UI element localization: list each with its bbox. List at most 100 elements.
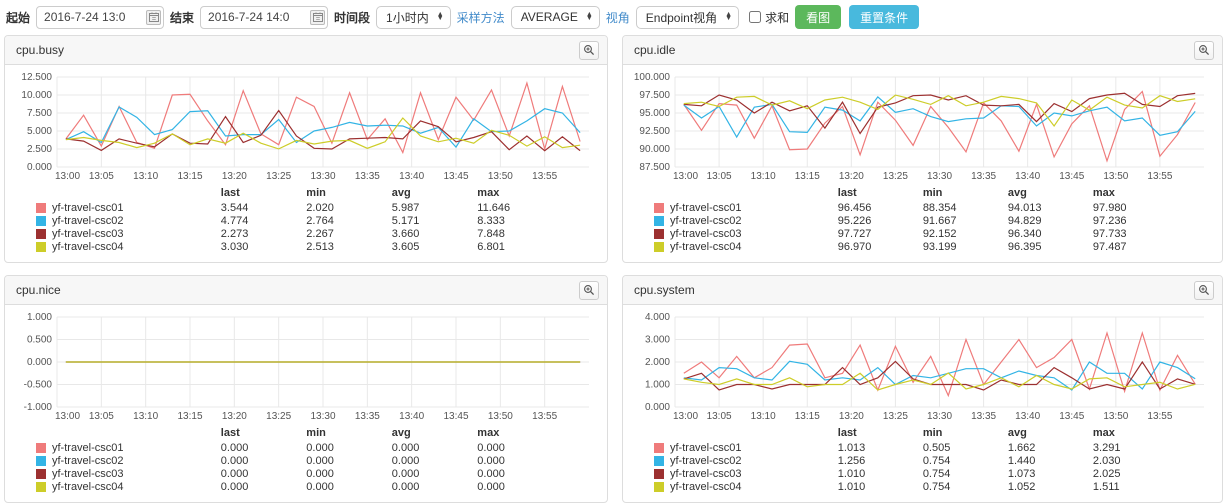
legend-stat-value: 3.544 <box>220 202 249 214</box>
chart-canvas: 0.000 2.500 5.000 7.500 10.000 12.500 13:00 13:… <box>21 72 589 182</box>
start-time-input[interactable] <box>36 5 165 29</box>
legend-stat-value: 3.605 <box>391 241 420 253</box>
legend-stat-value: 97.727 <box>837 228 872 240</box>
x-tick-label: 13:55 <box>1147 411 1172 422</box>
chart-title: cpu.busy <box>16 43 65 57</box>
legend-stat-value: 3.660 <box>391 228 420 240</box>
line-chart: 87.500 90.000 92.500 95.000 97.500 100.000 13:… <box>629 71 1212 183</box>
period-select[interactable]: 1小时内 ▲ ▼ <box>376 5 451 29</box>
legend-stat-value: 96.395 <box>1007 241 1042 253</box>
legend-header: max <box>477 187 500 199</box>
reset-conditions-button[interactable]: 重置条件 <box>849 5 920 29</box>
series-color-swatch <box>654 203 664 213</box>
view-label[interactable]: 视角 <box>605 10 630 25</box>
sum-label: 求和 <box>765 10 790 25</box>
x-tick-label: 13:35 <box>971 171 996 182</box>
legend-stat-value: 0.000 <box>306 468 334 480</box>
calendar-icon[interactable] <box>310 9 326 25</box>
x-tick-label: 13:20 <box>222 411 247 422</box>
legend-stat-value: 2.273 <box>220 228 249 240</box>
y-tick-label: 90.000 <box>639 144 670 155</box>
legend-stat-value: 0.000 <box>477 481 505 493</box>
series-line <box>683 360 1196 391</box>
legend-host-name: yf-travel-csc02 <box>670 215 742 227</box>
chart-title: cpu.nice <box>16 283 61 297</box>
x-tick-label: 13:05 <box>707 411 732 422</box>
panel-header: cpu.nice <box>5 276 607 305</box>
calendar-icon[interactable] <box>146 9 162 25</box>
x-tick-label: 13:35 <box>355 171 380 182</box>
legend-row-host: yf-travel-csc01 <box>27 202 221 214</box>
panel-body: 87.500 90.000 92.500 95.000 97.500 100.000 13:… <box>623 65 1222 253</box>
legend-stat-value: 2.764 <box>306 215 334 227</box>
legend-stat-value: 0.754 <box>922 481 951 493</box>
x-tick-label: 13:10 <box>751 411 776 422</box>
chart-title: cpu.idle <box>634 43 676 57</box>
legend-stat-value: 0.000 <box>306 455 334 467</box>
x-tick-label: 13:10 <box>133 171 158 182</box>
legend-stat-value: 97.733 <box>1092 228 1127 240</box>
sum-checkbox[interactable] <box>749 11 762 23</box>
series-color-swatch <box>654 482 664 492</box>
legend-stat-value: 3.030 <box>220 241 249 253</box>
draw-chart-button[interactable]: 看图 <box>795 5 842 29</box>
x-tick-label: 13:25 <box>883 171 908 182</box>
sampling-select[interactable]: AVERAGE ▲ ▼ <box>510 5 600 29</box>
chart-panel-cpu-nice: cpu.nice -1.000 -0.500 0.000 0.500 1.000 13:0… <box>4 275 608 503</box>
legend-host-name: yf-travel-csc04 <box>670 481 742 493</box>
legend-row-host: yf-travel-csc01 <box>645 202 838 214</box>
chart-legend: last min avg max yf-travel-csc01 1.013 0.505 1.… <box>629 423 1212 493</box>
view-select[interactable]: Endpoint视角 ▲ ▼ <box>635 5 740 29</box>
magnifier-zoom-icon[interactable] <box>579 40 599 60</box>
line-chart: 0.000 1.000 2.000 3.000 4.000 13:00 13:05 13:10… <box>629 311 1212 423</box>
legend-stat-value: 96.456 <box>837 202 872 214</box>
y-tick-label: 92.500 <box>639 126 670 137</box>
panel-body: 0.000 1.000 2.000 3.000 4.000 13:00 13:05 13:10… <box>623 305 1222 493</box>
legend-stat-value: 94.013 <box>1007 202 1042 214</box>
line-chart: 0.000 2.500 5.000 7.500 10.000 12.500 13:00 13:… <box>11 71 597 183</box>
panel-header: cpu.busy <box>5 36 607 65</box>
panel-header: cpu.system <box>623 276 1222 305</box>
magnifier-zoom-icon[interactable] <box>1194 40 1214 60</box>
legend-stat-value: 91.667 <box>922 215 957 227</box>
x-tick-label: 13:40 <box>1015 411 1040 422</box>
start-time-wrap <box>36 5 165 29</box>
chart-panel-cpu-busy: cpu.busy 0.000 2.500 5.000 7.500 10.000 12.50… <box>4 35 608 263</box>
x-tick-label: 13:20 <box>839 411 864 422</box>
end-time-input[interactable] <box>200 5 329 29</box>
series-color-swatch <box>36 482 46 492</box>
x-tick-label: 13:40 <box>399 411 424 422</box>
sampling-select-value: AVERAGE <box>520 10 578 24</box>
series-line <box>683 90 1196 163</box>
legend-header: max <box>1092 187 1115 199</box>
x-tick-label: 13:45 <box>443 171 468 182</box>
legend-header: min <box>922 427 943 439</box>
legend-stat-value: 0.000 <box>477 468 505 480</box>
period-select-value: 1小时内 <box>386 10 429 25</box>
sampling-label[interactable]: 采样方法 <box>456 10 505 25</box>
legend-stat-value: 0.000 <box>220 468 249 480</box>
y-tick-label: 0.000 <box>27 162 52 173</box>
magnifier-zoom-icon[interactable] <box>1194 280 1214 300</box>
legend-stat-value: 96.340 <box>1007 228 1042 240</box>
x-tick-label: 13:25 <box>266 171 291 182</box>
legend-header: last <box>837 427 857 439</box>
y-tick-label: 0.000 <box>27 357 52 368</box>
legend-row-host: yf-travel-csc02 <box>645 455 838 467</box>
legend-stat-value: 6.801 <box>477 241 505 253</box>
legend-stat-value: 5.987 <box>391 202 420 214</box>
series-line <box>683 96 1196 139</box>
y-tick-label: 95.000 <box>639 108 670 119</box>
legend-host-name: yf-travel-csc03 <box>670 228 742 240</box>
legend-row-host: yf-travel-csc04 <box>27 241 221 253</box>
legend-stat-value: 97.236 <box>1092 215 1127 227</box>
legend-stat-value: 1.440 <box>1007 455 1036 467</box>
legend-stat-value: 88.354 <box>922 202 957 214</box>
legend-header: last <box>220 187 240 199</box>
y-tick-label: -1.000 <box>24 402 53 413</box>
magnifier-zoom-icon[interactable] <box>579 280 599 300</box>
legend-stat-value: 0.000 <box>220 442 249 454</box>
legend-stat-value: 0.000 <box>391 481 420 493</box>
legend-row-host: yf-travel-csc03 <box>27 228 221 240</box>
legend-stat-value: 0.754 <box>922 468 951 480</box>
